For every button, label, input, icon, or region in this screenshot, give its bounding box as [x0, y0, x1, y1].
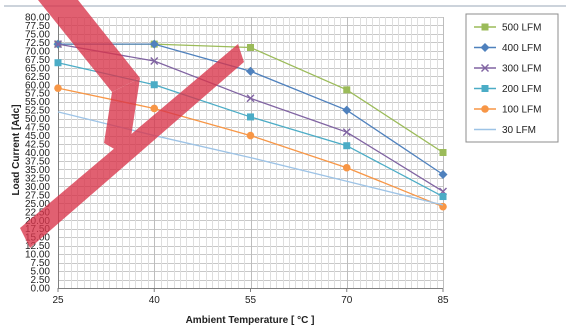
y-tick-label: 67.50 — [25, 55, 50, 66]
y-tick-label: 57.50 — [25, 89, 50, 100]
marker-stroke — [342, 128, 351, 137]
y-tick-label: 10.00 — [25, 250, 50, 261]
series-lines — [53, 39, 448, 211]
y-tick-label: 25.00 — [25, 199, 50, 210]
y-tick-label: 70.00 — [25, 46, 50, 57]
legend-marker — [481, 85, 489, 92]
y-tick-label: 55.00 — [25, 97, 50, 108]
y-tick-label: 80.00 — [25, 13, 50, 24]
legend-label: 300 LFM — [502, 64, 541, 75]
legend-label: 30 LFM — [502, 125, 536, 136]
axes: 0.002.505.007.5010.0012.5015.0017.5020.0… — [25, 13, 449, 307]
y-tick-label: 65.00 — [25, 63, 50, 74]
data-point-100-lfm — [246, 131, 255, 140]
x-tick-label: 40 — [149, 295, 161, 306]
x-tick-label: 25 — [52, 295, 64, 306]
data-point-100-lfm — [150, 104, 159, 113]
data-point-400-lfm — [438, 170, 448, 180]
data-point-400-lfm — [149, 39, 159, 49]
y-tick-label: 77.50 — [25, 21, 50, 32]
y-tick-label: 40.00 — [25, 148, 50, 159]
y-tick-label: 52.50 — [25, 106, 50, 117]
legend-item-100-lfm: 100 LFM — [474, 105, 541, 116]
data-point-200-lfm — [247, 113, 254, 121]
y-tick-label: 45.00 — [25, 131, 50, 142]
x-tick-label: 55 — [245, 295, 257, 306]
data-point-400-lfm — [246, 66, 255, 76]
marker-stroke — [150, 57, 159, 66]
y-tick-label: 62.50 — [25, 72, 50, 83]
legend-marker — [480, 43, 490, 52]
legend-marker — [481, 64, 489, 72]
y-tick-label: 27.50 — [25, 190, 50, 201]
legend-label: 200 LFM — [502, 84, 541, 95]
y-axis-title: Load Current [Adc] — [11, 104, 22, 195]
y-tick-label: 7.50 — [31, 258, 51, 269]
y-tick-label: 47.50 — [25, 123, 50, 134]
legend-item-500-lfm: 500 LFM — [474, 23, 541, 34]
legend-box — [465, 13, 559, 143]
legend-item-400-lfm: 400 LFM — [474, 43, 541, 54]
data-point-400-lfm — [342, 105, 352, 115]
marker-stroke — [481, 64, 489, 72]
y-tick-label: 12.50 — [25, 241, 50, 252]
legend-label: 500 LFM — [502, 23, 541, 34]
legend-marker — [481, 23, 489, 31]
data-point-300-lfm — [54, 40, 62, 49]
data-point-500-lfm — [343, 86, 351, 94]
data-point-200-lfm — [343, 142, 351, 150]
legend-item-300-lfm: 300 LFM — [474, 64, 541, 75]
data-point-300-lfm — [342, 128, 351, 137]
y-tick-label: 32.50 — [25, 173, 50, 184]
x-tick-label: 85 — [437, 295, 449, 306]
marker-stroke — [246, 94, 255, 103]
y-tick-label: 22.50 — [25, 207, 50, 218]
data-point-200-lfm — [54, 59, 62, 67]
watermark-stroke-diagonal — [20, 44, 244, 248]
data-point-100-lfm — [342, 163, 351, 172]
legend-label: 100 LFM — [502, 105, 541, 116]
marker-stroke — [54, 40, 62, 49]
series-400-lfm — [53, 39, 448, 180]
data-point-100-lfm — [54, 84, 62, 92]
legend: 500 LFM 400 LFM 300 LFM 200 LFM 100 LFM 30 LF… — [465, 13, 559, 143]
y-tick-label: 0.00 — [31, 284, 51, 295]
legend-item-200-lfm: 200 LFM — [474, 84, 541, 95]
data-point-300-lfm — [150, 57, 159, 66]
x-axis-title: Ambient Temperature [ °C ] — [186, 315, 315, 326]
legend-label: 400 LFM — [502, 43, 541, 54]
data-point-500-lfm — [247, 43, 254, 51]
y-tick-label: 72.50 — [25, 38, 50, 49]
data-point-200-lfm — [439, 193, 447, 201]
watermark — [20, 0, 244, 248]
y-tick-label: 35.00 — [25, 165, 50, 176]
data-point-500-lfm — [439, 149, 447, 156]
y-tick-label: 60.00 — [25, 80, 50, 91]
data-point-300-lfm — [246, 94, 255, 103]
legend-item-30-lfm: 30 LFM — [474, 125, 536, 136]
y-tick-label: 42.50 — [25, 140, 50, 151]
data-point-200-lfm — [150, 81, 158, 89]
series-300-lfm — [54, 40, 447, 196]
x-tick-label: 70 — [341, 295, 353, 306]
y-tick-label: 37.50 — [25, 156, 50, 167]
y-tick-label: 50.00 — [25, 114, 50, 125]
y-tick-label: 2.50 — [31, 275, 51, 286]
y-tick-label: 75.00 — [25, 29, 50, 40]
y-tick-label: 5.00 — [31, 267, 51, 278]
y-tick-label: 30.00 — [25, 182, 50, 193]
watermark-stroke-upper — [38, 0, 140, 92]
legend-marker — [481, 105, 489, 113]
